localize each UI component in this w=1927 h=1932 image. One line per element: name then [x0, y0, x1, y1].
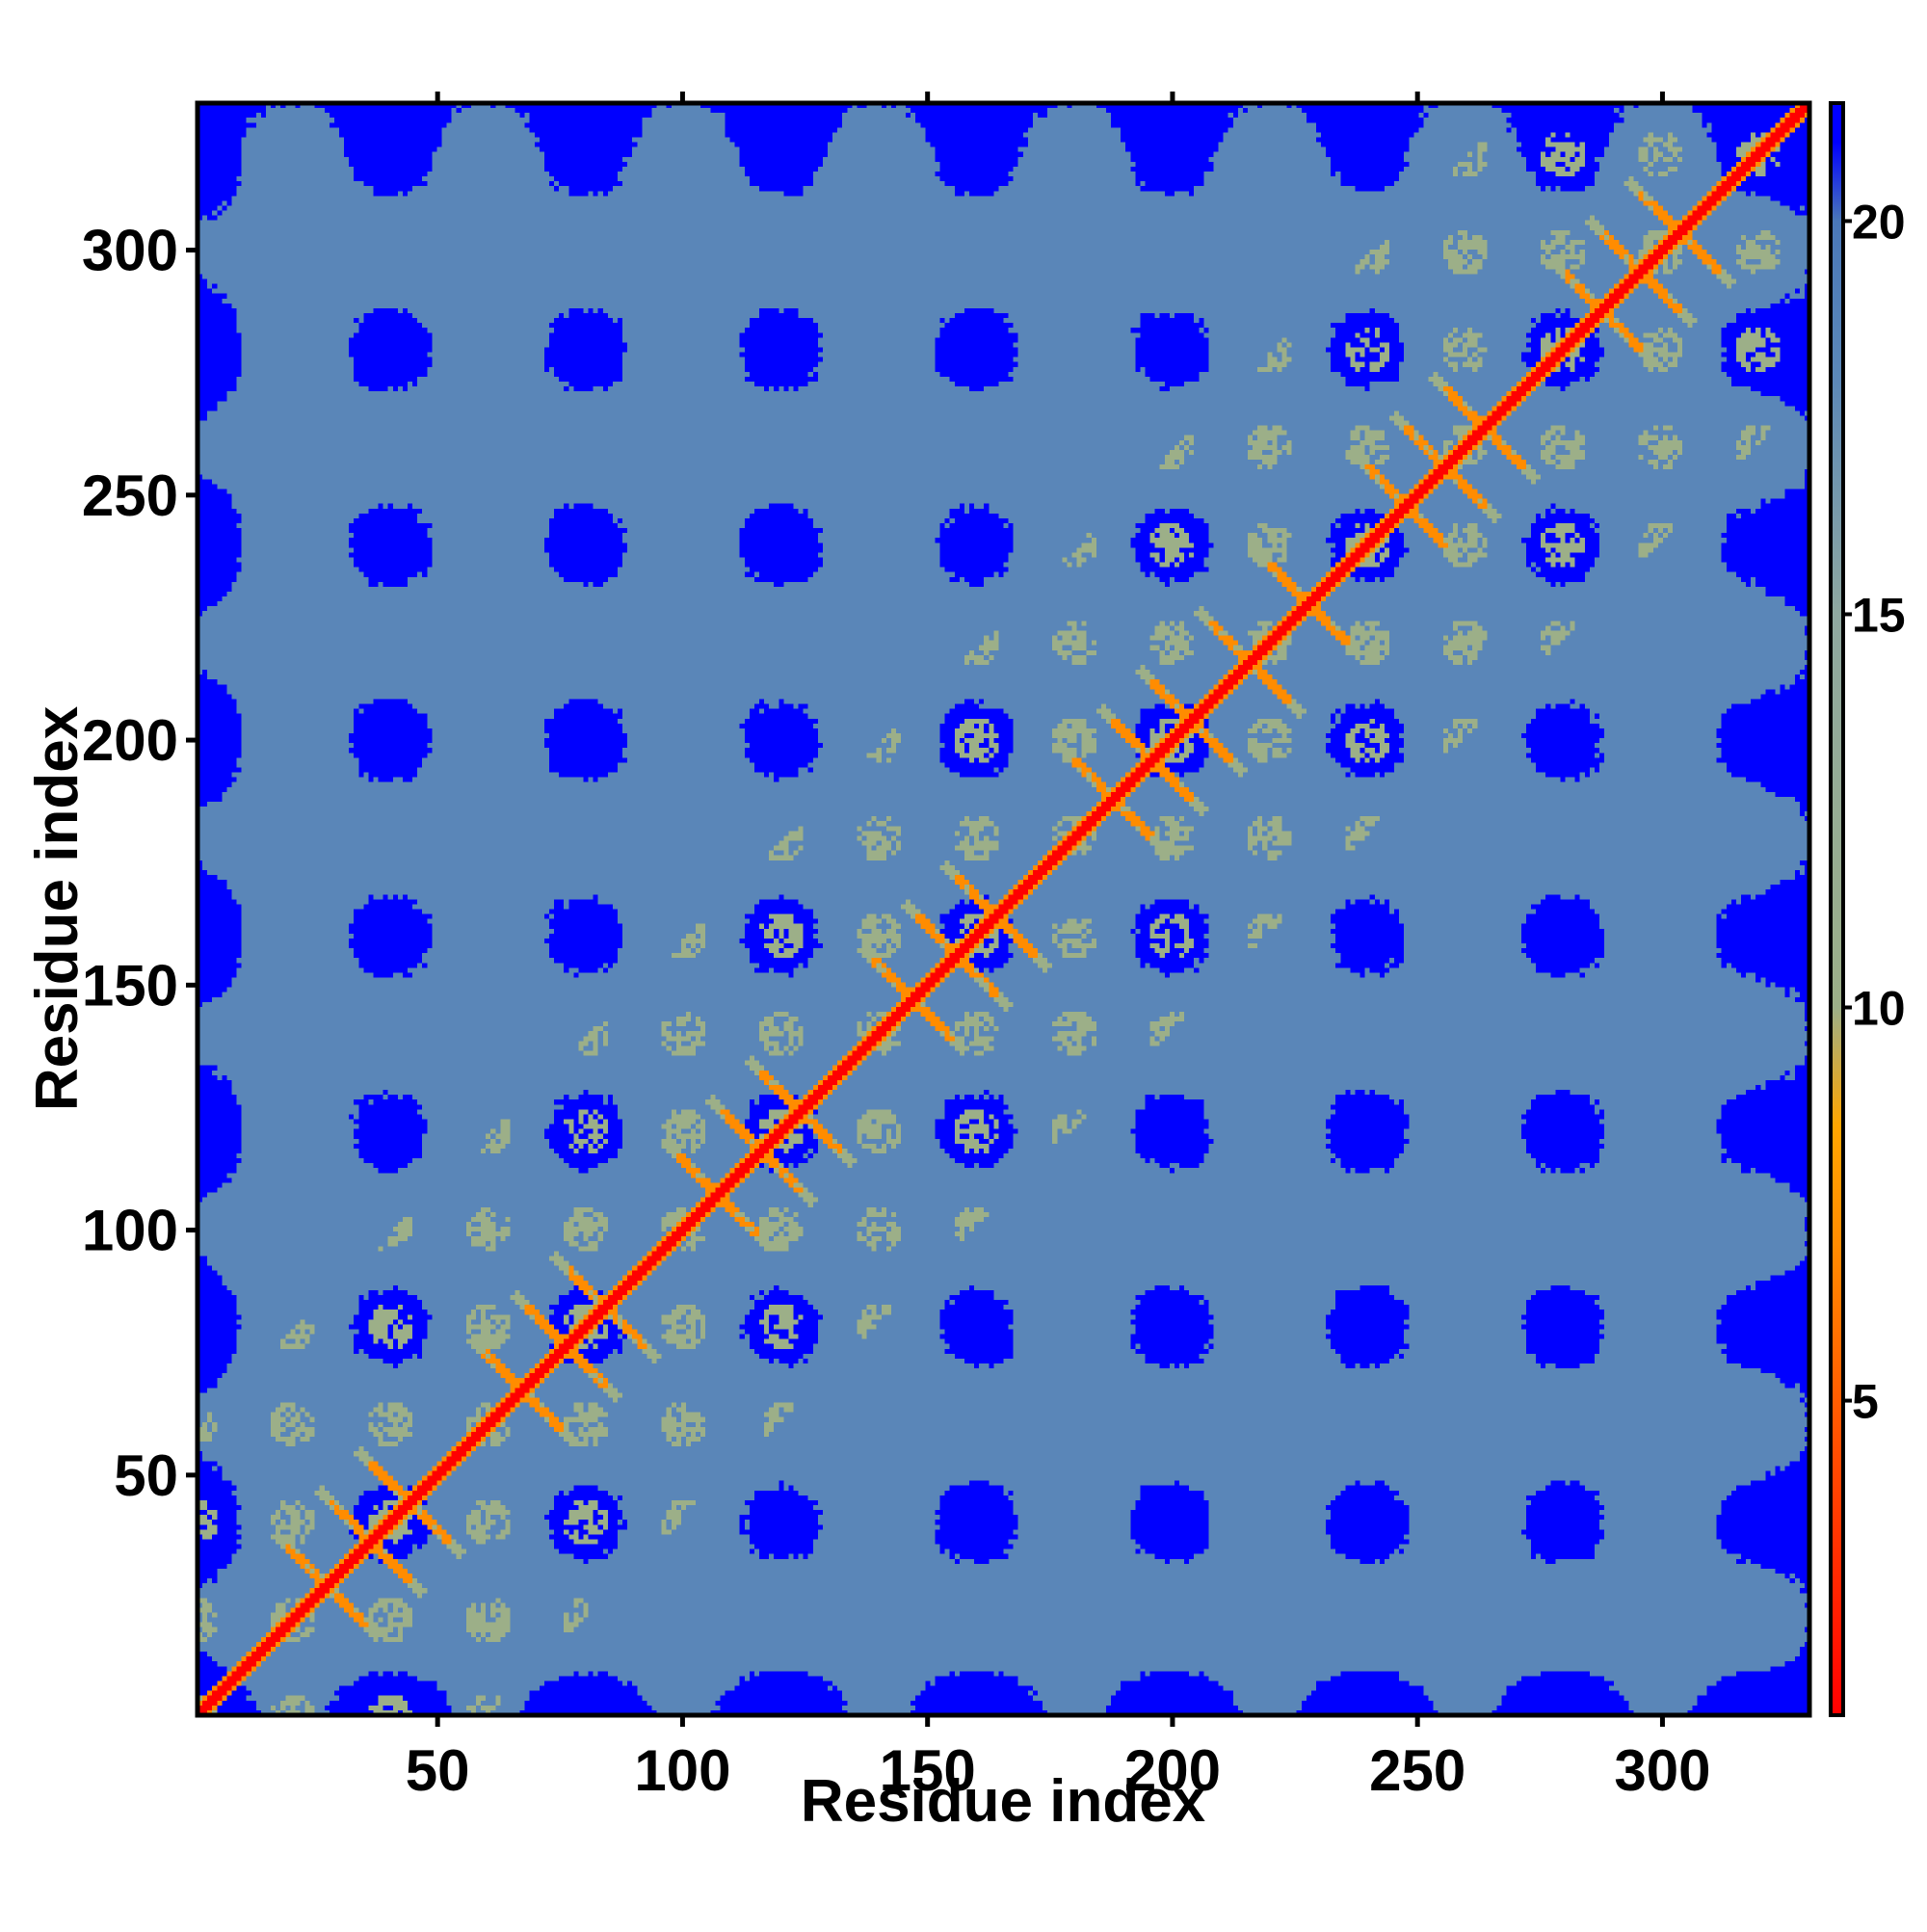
x-tick-label: 300	[1614, 1738, 1710, 1803]
y-tick-label: 250	[82, 463, 178, 528]
x-axis-title: Residue index	[801, 1768, 1206, 1835]
colorbar-ticks: 5 10 15 20	[1843, 195, 1906, 1429]
x-tick-label: 50	[406, 1738, 470, 1803]
x-axis-ticks: 50 100 150 200 250 300	[406, 92, 1711, 1803]
x-tick-label: 200	[1124, 1738, 1221, 1803]
x-tick-label: 100	[634, 1738, 730, 1803]
colorbar	[1829, 101, 1845, 1717]
colorbar-tick-label: 15	[1852, 588, 1906, 642]
colorbar-tick-label: 20	[1852, 195, 1906, 249]
colorbar-tick-label: 10	[1852, 982, 1906, 1036]
plot-frame	[195, 100, 1812, 1718]
y-tick-label: 50	[114, 1443, 178, 1508]
y-tick-label: 150	[82, 953, 178, 1018]
colorbar-tick-label: 5	[1852, 1375, 1879, 1429]
y-axis-ticks: 50 100 150 200 250 300	[82, 219, 198, 1508]
y-tick-label: 200	[82, 708, 178, 773]
y-tick-label: 300	[82, 219, 178, 283]
x-tick-label: 250	[1369, 1738, 1465, 1803]
y-axis-title: Residue index	[24, 705, 91, 1111]
heatmap-image	[198, 103, 1809, 1715]
heatmap	[198, 103, 1809, 1715]
y-tick-label: 100	[82, 1199, 178, 1263]
x-tick-label: 150	[880, 1738, 976, 1803]
